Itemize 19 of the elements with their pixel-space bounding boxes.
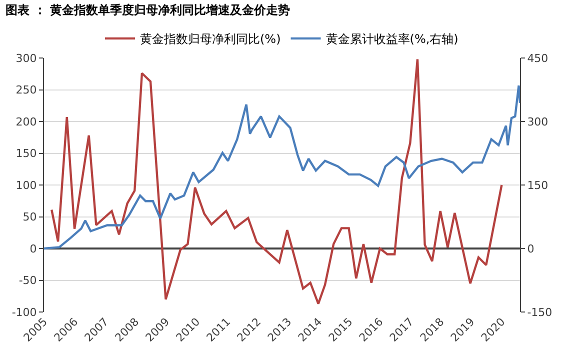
line-series	[50, 58, 503, 305]
y-tick-label: 200	[16, 115, 37, 128]
y2-tick-label: 450	[527, 52, 548, 65]
chart-title: 图表 ： 黄金指数单季度归母净利同比增速及金价走势	[6, 2, 290, 17]
y2-tick-label: 150	[527, 178, 548, 192]
y-tick-label: 100	[16, 178, 37, 192]
y-tick-label: 150	[16, 147, 37, 160]
y-tick-label: 50	[22, 210, 37, 224]
legend-label: 黄金指数归母净利同比(%)	[140, 32, 281, 46]
y2-tick-label: -150	[527, 306, 552, 319]
y-tick-label: 0	[30, 242, 37, 256]
y2-tick-label: 0	[527, 242, 534, 256]
y-tick-label: -100	[12, 306, 37, 319]
line-series	[44, 84, 520, 250]
y-tick-label: -50	[18, 274, 37, 288]
y-tick-label: 300	[16, 52, 37, 65]
y-tick-label: 250	[16, 84, 37, 97]
legend-label: 黄金累计收益率(%,右轴)	[326, 32, 458, 46]
y2-tick-label: 300	[527, 115, 548, 128]
